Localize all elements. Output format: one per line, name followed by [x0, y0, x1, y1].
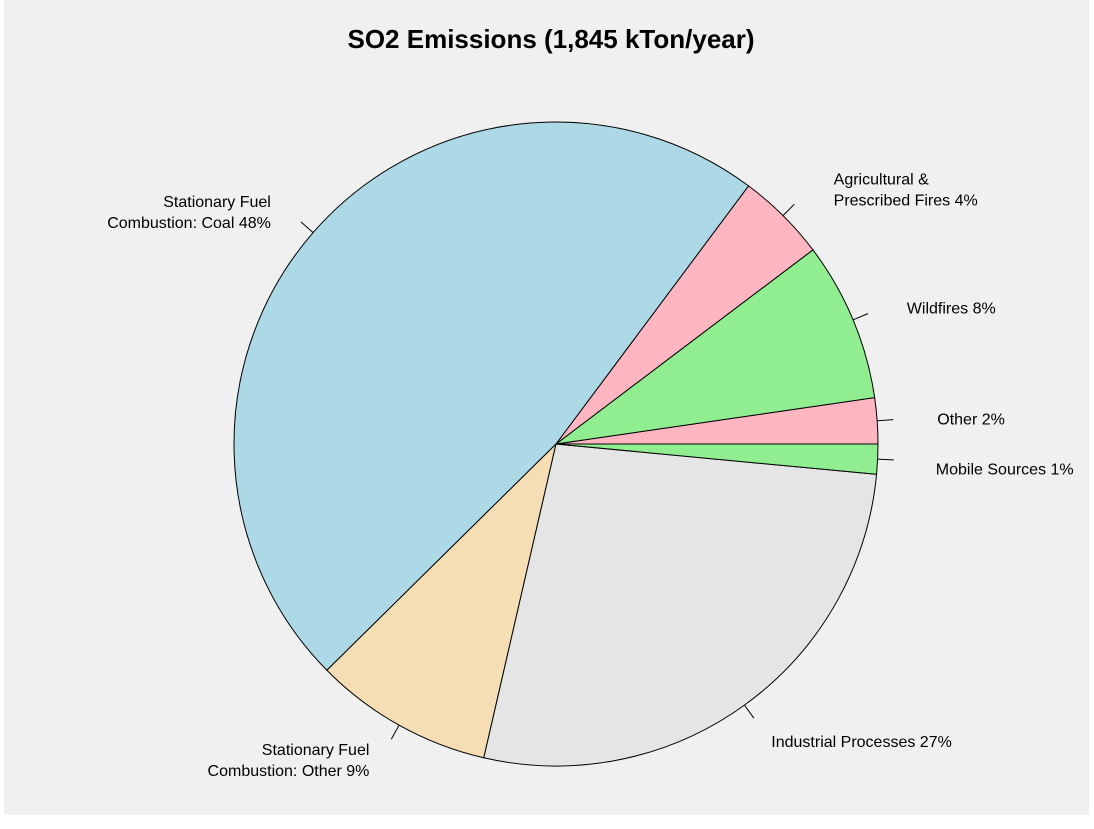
slice-label-line: Mobile Sources 1% — [936, 462, 1074, 479]
leader-line-stationary-fuel-combustion-other — [391, 725, 399, 739]
slice-label-line: Prescribed Fires 4% — [834, 192, 978, 209]
slice-label-line: Agricultural & — [834, 171, 929, 188]
slice-label-line: Stationary Fuel — [262, 742, 370, 759]
slices-layer — [234, 122, 878, 766]
slice-label-wildfires: Wildfires 8% — [907, 300, 996, 317]
slice-label-agricultural-prescribed-fires: Agricultural & Prescribed Fires 4% — [834, 171, 978, 209]
slice-label-mobile-sources: Mobile Sources 1% — [936, 462, 1074, 479]
leader-line-wildfires — [853, 314, 868, 320]
slice-label-line: Other 2% — [937, 411, 1005, 428]
leader-line-agricultural-prescribed-fires — [783, 204, 794, 215]
slice-label-line: Stationary Fuel — [163, 194, 271, 211]
slice-label-line: Wildfires 8% — [907, 300, 996, 317]
slice-label-line: Industrial Processes 27% — [771, 734, 952, 751]
slice-label-industrial-processes: Industrial Processes 27% — [771, 734, 952, 751]
slice-label-other: Other 2% — [937, 411, 1005, 428]
chart-title: SO2 Emissions (1,845 kTon/year) — [347, 24, 754, 54]
slice-label-line: Combustion: Coal 48% — [107, 215, 271, 232]
leader-line-industrial-processes — [744, 705, 753, 718]
slice-label-line: Combustion: Other 9% — [208, 763, 370, 780]
slice-label-stationary-fuel-combustion-other: Stationary Fuel Combustion: Other 9% — [208, 742, 370, 780]
slice-label-stationary-fuel-combustion-coal: Stationary Fuel Combustion: Coal 48% — [107, 194, 271, 232]
leader-line-stationary-fuel-combustion-coal — [301, 222, 313, 233]
leader-line-other — [877, 420, 893, 421]
leader-line-mobile-sources — [878, 459, 894, 460]
pie-chart: SO2 Emissions (1,845 kTon/year) Other 2%… — [4, 0, 1089, 815]
plot-panel: SO2 Emissions (1,845 kTon/year) Other 2%… — [4, 0, 1089, 815]
